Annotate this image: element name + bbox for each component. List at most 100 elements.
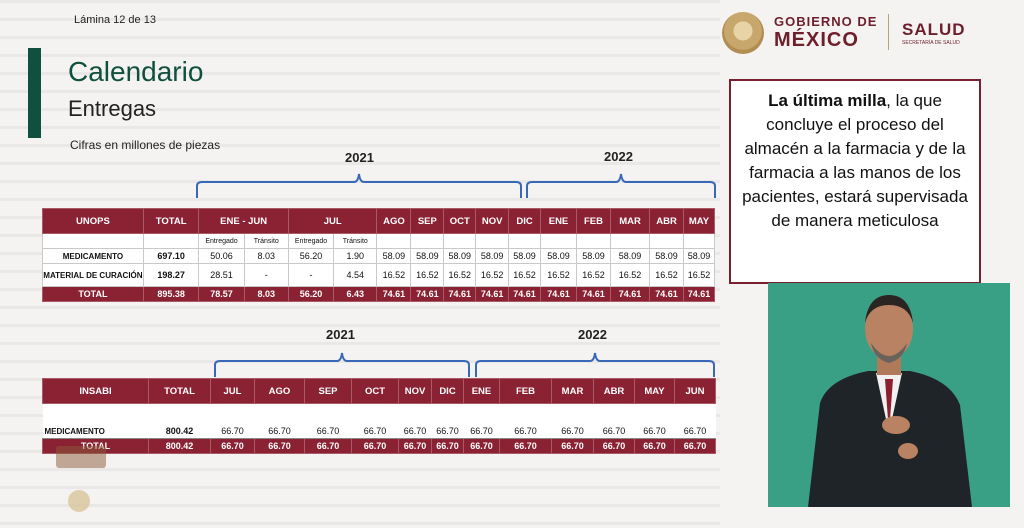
cell: 66.70 [674,438,716,454]
cell: 58.09 [508,248,541,264]
cell: 66.70 [551,424,594,439]
cell: 16.52 [683,263,715,287]
logo-line-1: GOBIERNO DE [774,14,878,29]
cell: 66.70 [634,424,675,439]
subheader: Tránsito [333,233,378,249]
cell: 6.43 [333,286,378,302]
col-header: MAY [683,208,715,234]
col-header: FEB [576,208,611,234]
logo-dept-sub: SECRETARÍA DE SALUD [902,40,960,46]
col-header: MAR [609,208,651,234]
row-label: TOTAL [42,286,144,302]
cell: 16.52 [475,263,510,287]
col-header: ABR [649,208,685,234]
cell: 74.61 [508,286,541,302]
cell: 58.09 [683,248,715,264]
col-header: TOTAL [142,208,200,234]
cell: 74.61 [410,286,445,302]
cell: 66.70 [593,424,635,439]
cell: 74.61 [539,286,578,302]
col-header: OCT [443,208,477,234]
col-header: DIC [508,208,541,234]
cell: 58.09 [539,248,578,264]
cell: 74.61 [649,286,685,302]
cell: 66.70 [431,424,464,439]
cell: 66.70 [463,424,500,439]
cell: 8.03 [243,248,289,264]
total-row: TOTAL 895.38 78.57 8.03 56.20 6.43 74.61… [42,286,715,302]
cell: 66.70 [398,438,432,454]
col-header: ABR [593,378,635,404]
col-header: JUL [287,208,378,234]
units-note: Cifras en millones de piezas [70,138,221,152]
subheader: Tránsito [243,233,289,249]
cell: 66.70 [431,438,464,454]
cell: 74.61 [376,286,412,302]
cell: 8.03 [243,286,289,302]
row-label: MEDICAMENTO [42,248,144,264]
cell: 66.70 [304,438,352,454]
cell: 1.90 [333,248,378,264]
col-header: MAY [634,378,675,404]
row-label: MATERIAL DE CURACIÓN [42,263,144,287]
col-header: MAR [551,378,594,404]
total-row: TOTAL 800.42 66.70 66.70 66.70 66.70 66.… [42,438,716,454]
cell: 66.70 [351,424,399,439]
cell: 66.70 [398,424,432,439]
interpreter-figure [768,283,1010,507]
logo-line-2: MÉXICO [774,29,859,51]
brace-2021-table2 [214,352,470,377]
table1-subheader-row: Entregado Tránsito Entregado Tránsito [42,233,715,249]
logo-divider [888,14,889,50]
col-header: ENE - JUN [198,208,289,234]
cell: 58.09 [410,248,445,264]
cell: 74.61 [683,286,715,302]
cell: 58.09 [443,248,477,264]
col-header: TOTAL [148,378,211,404]
subheader: Entregado [198,233,245,249]
col-header: FEB [499,378,552,404]
col-header: JUL [210,378,255,404]
cell: 66.70 [254,424,305,439]
col-header: INSABI [42,378,149,404]
slide-number: Lámina 12 de 13 [74,14,156,26]
cell: - [243,263,289,287]
cell: 800.42 [148,424,211,439]
cell: 74.61 [576,286,611,302]
brace-2022-table1 [526,173,716,198]
year-2021-table1: 2021 [345,150,374,165]
year-2022-table2: 2022 [578,327,607,342]
col-header: NOV [398,378,432,404]
col-header: NOV [475,208,510,234]
year-2022-table1: 2022 [604,149,633,164]
table2-spacer-row [42,403,716,424]
table-row: MEDICAMENTO 697.10 50.06 8.03 56.20 1.90… [42,248,715,264]
brace-2021-table1 [196,173,522,198]
col-header: OCT [351,378,399,404]
cell: 16.52 [376,263,412,287]
cell: 66.70 [674,424,716,439]
col-header: ENE [463,378,500,404]
cell: 198.27 [142,263,200,287]
subheader: Entregado [287,233,335,249]
brace-2022-table2 [475,352,715,377]
cell: 66.70 [210,424,255,439]
cell: 74.61 [443,286,477,302]
seal-watermark-icon [68,490,90,512]
cell: 28.51 [198,263,245,287]
slide-title: Calendario [68,56,204,87]
cell: - [287,263,335,287]
cell: 16.52 [508,263,541,287]
cell: 66.70 [593,438,635,454]
cell: 66.70 [304,424,352,439]
cell: 66.70 [551,438,594,454]
cell: 58.09 [649,248,685,264]
col-header: SEP [304,378,352,404]
col-header: DIC [431,378,464,404]
year-2021-table2: 2021 [326,327,355,342]
cell: 66.70 [351,438,399,454]
unops-table: UNOPS TOTAL ENE - JUN JUL AGO SEP OCT NO… [42,208,715,302]
cell: 16.52 [649,263,685,287]
cell: 66.70 [499,424,552,439]
